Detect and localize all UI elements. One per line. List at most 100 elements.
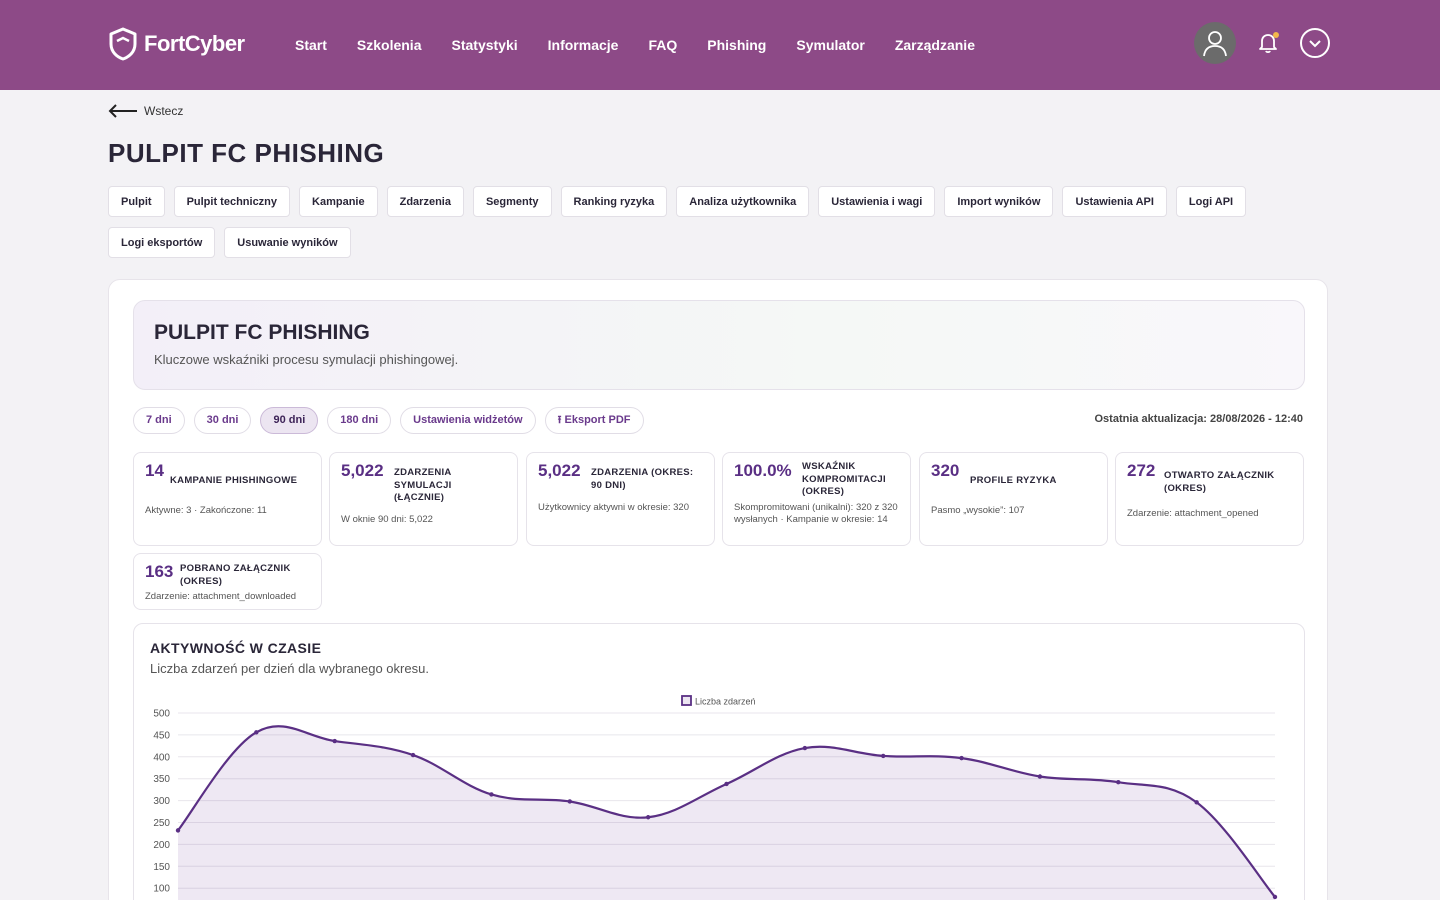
back-link[interactable]: Wstecz [108,104,183,118]
data-point [802,745,808,751]
data-point [567,799,572,804]
area-fill [178,726,1275,900]
data-point [724,781,729,787]
tab-pulpit[interactable]: Pulpit [108,186,165,217]
kpi-sub: Aktywne: 3 · Zakończone: 11 [145,505,267,516]
nav-start[interactable]: Start [295,37,327,53]
nav-symulator[interactable]: Symulator [796,37,865,53]
kpi-label: POBRANO ZAŁĄCZNIK (OKRES) [180,563,291,587]
data-point [410,752,416,758]
tab-analiza-uzytkownika[interactable]: Analiza użytkownika [676,186,810,217]
back-label: Wstecz [144,104,184,118]
kpi-sub: Zdarzenie: attachment_downloaded [145,591,297,602]
account-menu-button[interactable] [1300,28,1330,58]
tab-logi-api[interactable]: Logi API [1175,186,1247,217]
kpi-sub: Zdarzenie: attachment_opened [1127,508,1259,519]
data-point [489,792,494,797]
notifications-button[interactable] [1254,29,1282,57]
range-7-days-button[interactable]: 7 dni [133,407,185,434]
last-update: Ostatnia aktualizacja: 28/08/2026 - 12:4… [1094,413,1303,425]
y-tick-label: 500 [153,709,170,720]
chevron-down-icon [1309,40,1321,48]
range-90-days-button[interactable]: 90 dni [260,407,319,434]
kpi-value: 5,022 [538,461,581,480]
data-point [1272,894,1278,900]
tab-usuwanie-wynikow[interactable]: Usuwanie wyników [224,227,351,258]
data-point [645,815,651,820]
widget-settings-button[interactable]: Ustawienia widżetów [400,407,536,434]
tab-logi-eksportow[interactable]: Logi eksportów [108,227,216,258]
nav-szkolenia[interactable]: Szkolenia [356,37,422,53]
dashboard-card: PULPIT FC PHISHING Kluczowe wskaźniki pr… [108,279,1328,900]
kpi-label: WSKAŹNIK KOMPROMITACJI (OKRES) [802,461,886,497]
data-point [1037,774,1043,779]
data-point [332,738,337,744]
brand-logo[interactable]: FortCyber [108,27,245,61]
kpi-sub: Pasmo „wysokie”: 107 [931,505,1025,516]
tab-ranking-ryzyka[interactable]: Ranking ryzyka [560,186,668,217]
export-pdf-button[interactable]: ⭱ Eksport PDF [544,407,644,434]
kpi-label: ZDARZENIA SYMULACJI (ŁĄCZNIE) [394,467,452,503]
range-180-days-button[interactable]: 180 dni [327,407,392,434]
kpi-value: 100.0% [734,461,792,480]
tab-import-wynikow[interactable]: Import wyników [944,186,1054,217]
kpi-value: 14 [145,461,164,480]
y-tick-label: 250 [153,818,170,829]
notification-badge [1273,32,1279,38]
data-point [881,753,886,759]
y-tick-label: 350 [153,774,170,785]
section-tabs: Pulpit Pulpit techniczny Kampanie Zdarze… [108,186,1332,258]
main-nav: Start Szkolenia Statystyki Informacje FA… [295,0,1005,90]
data-point [175,828,181,833]
activity-chart: 500 450 400 350 300 250 200 150 100 Liczba zdarze… [153,695,1278,900]
nav-statystyki[interactable]: Statystyki [451,37,518,53]
nav-informacje[interactable]: Informacje [547,37,619,53]
kpi-attachment-opened: 272 OTWARTO ZAŁĄCZNIK (OKRES) Zdarzenie:… [1115,452,1304,546]
kpi-attachment-downloaded: 163 POBRANO ZAŁĄCZNIK (OKRES) Zdarzenie:… [133,553,322,610]
tab-pulpit-techniczny[interactable]: Pulpit techniczny [173,186,291,217]
shield-logo-icon [109,27,137,61]
kpi-label: PROFILE RYZYKA [970,475,1057,486]
arrow-left-icon [108,104,137,118]
brand-name: FortCyber [144,31,245,56]
hero-title: PULPIT FC PHISHING [154,321,370,344]
kpi-label: KAMPANIE PHISHINGOWE [170,475,298,486]
range-filters: 7 dni 30 dni 90 dni 180 dni Ustawienia w… [133,407,644,434]
page-title: PULPIT FC PHISHING [108,138,385,168]
user-icon [1203,31,1227,57]
bell-icon [1259,34,1277,54]
kpi-value: 163 [145,562,174,581]
kpi-total-events: 5,022 ZDARZENIA SYMULACJI (ŁĄCZNIE) W ok… [329,452,518,546]
kpi-label: ZDARZENIA (OKRES: 90 DNI) [591,467,694,491]
hero-panel: PULPIT FC PHISHING Kluczowe wskaźniki pr… [133,300,1305,390]
chart-title: AKTYWNOŚĆ W CZASIE [150,640,322,656]
y-tick-label: 400 [153,752,170,763]
chart-subtitle: Liczba zdarzeń per dzień dla wybranego o… [150,661,429,676]
tab-ustawienia-i-wagi[interactable]: Ustawienia i wagi [818,186,936,217]
avatar[interactable] [1194,22,1236,64]
data-point [1116,780,1121,785]
kpi-sub: Użytkownicy aktywni w okresie: 320 [538,502,689,513]
upload-icon: ⭱ [557,414,562,426]
nav-zarzadzanie[interactable]: Zarządzanie [894,37,975,53]
kpi-value: 5,022 [341,461,384,480]
nav-phishing[interactable]: Phishing [707,37,767,53]
y-tick-label: 300 [153,796,170,807]
legend-swatch [681,695,692,706]
kpi-value: 320 [931,461,960,480]
kpi-label: OTWARTO ZAŁĄCZNIK (OKRES) [1164,470,1275,494]
y-tick-label: 100 [153,884,170,895]
user-controls [1194,22,1330,64]
kpi-sub: W oknie 90 dni: 5,022 [341,514,433,525]
tab-kampanie[interactable]: Kampanie [299,186,378,217]
tab-zdarzenia[interactable]: Zdarzenia [386,186,464,217]
y-tick-label: 200 [153,840,170,851]
tab-ustawienia-api[interactable]: Ustawienia API [1062,186,1167,217]
range-30-days-button[interactable]: 30 dni [193,407,252,434]
activity-chart-card: AKTYWNOŚĆ W CZASIE Liczba zdarzeń per dz… [133,623,1305,900]
top-bar: FortCyber Start Szkolenia Statystyki Inf… [0,0,1440,90]
tab-segmenty[interactable]: Segmenty [472,186,552,217]
kpi-compromise-rate: 100.0% WSKAŹNIK KOMPROMITACJI (OKRES) Sk… [722,452,911,546]
export-pdf-label: Eksport PDF [564,414,631,426]
nav-faq[interactable]: FAQ [648,37,678,53]
